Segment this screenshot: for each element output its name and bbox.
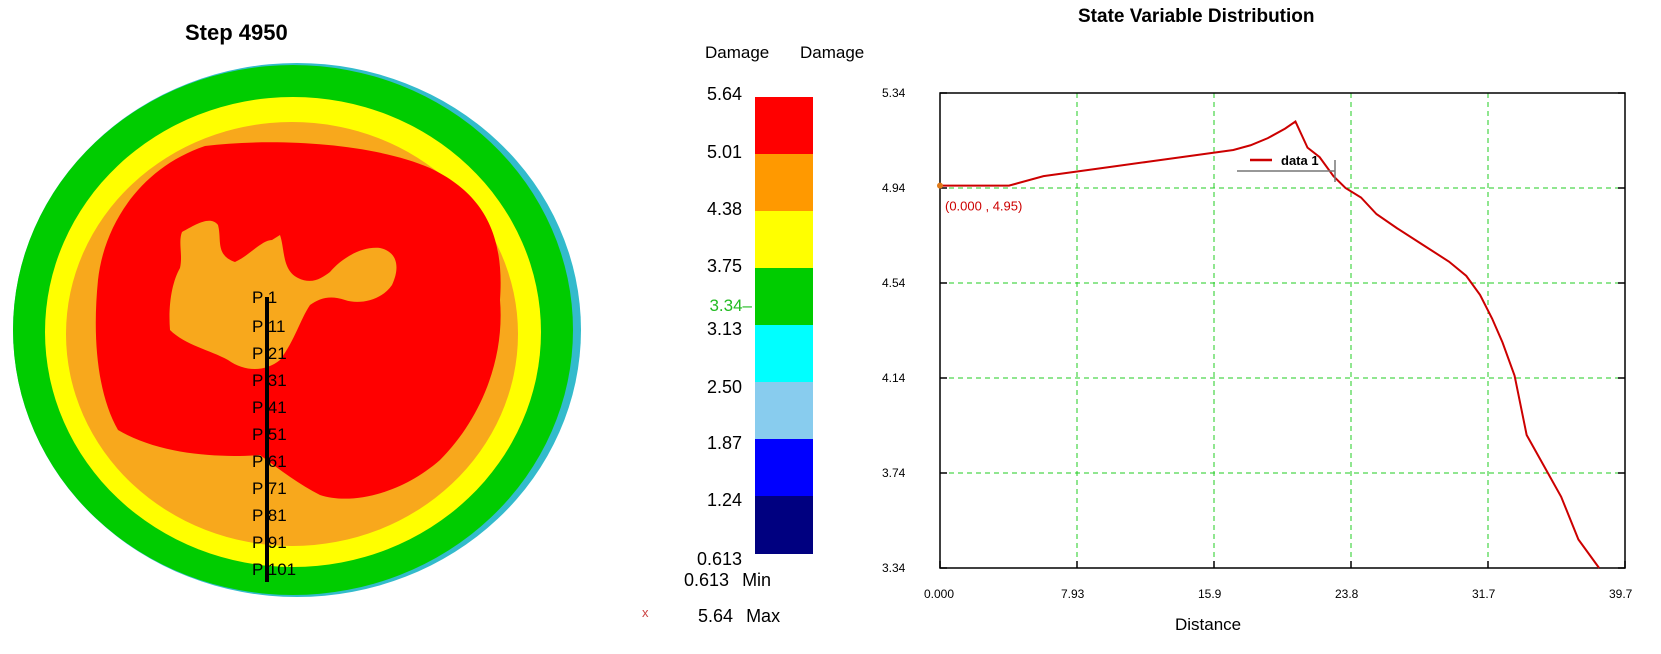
colorbar-band <box>755 325 813 383</box>
step-title: Step 4950 <box>185 20 288 45</box>
legend-label: data 1 <box>1281 153 1319 168</box>
probe-label: P 31 <box>252 371 287 390</box>
contour-island-orange <box>169 220 397 369</box>
x-axis-label: Distance <box>1175 615 1241 634</box>
legend-min-label: Min <box>742 570 772 590</box>
damage-contour-plot: P 1 P 11 P 21 P 31 P 41 P 51 P 61 P 71 P… <box>13 63 581 597</box>
probe-label: P 81 <box>252 506 287 525</box>
legend-max-label: Max <box>746 606 781 626</box>
colorbar-band <box>755 154 813 212</box>
y-tick-label: 5.34 <box>882 86 906 100</box>
legend-tick: 1.24 <box>706 490 742 510</box>
probe-label: P 51 <box>252 425 287 444</box>
legend-tick: 3.75 <box>706 256 742 276</box>
legend-min-value: 0.613 <box>684 570 730 590</box>
colorbar-band <box>755 211 813 269</box>
colorbar-band <box>755 97 813 155</box>
y-tick-label: 4.94 <box>882 181 906 195</box>
chart-legend: data 1 <box>1237 153 1336 182</box>
probe-label: P 41 <box>252 398 287 417</box>
probe-label: P 1 <box>252 288 277 307</box>
legend-tick: 5.64 <box>706 84 742 104</box>
legend-tick: 1.87 <box>706 433 742 453</box>
colorbar-band <box>755 382 813 440</box>
legend-current-value-text: 3.34 <box>709 296 743 315</box>
legend-tick: 5.01 <box>706 142 742 162</box>
legend-tick: 3.13 <box>706 319 742 339</box>
series-line <box>940 120 1600 569</box>
legend-title: Damage <box>705 43 770 62</box>
plot-area-frame <box>939 92 1626 569</box>
y-tick-label: 4.54 <box>882 276 906 290</box>
legend-max-value: 5.64 <box>698 606 734 626</box>
colorbar-band <box>755 439 813 497</box>
legend-tick: 4.38 <box>706 199 742 219</box>
probe-label: P 71 <box>252 479 287 498</box>
y-tick-label: 4.14 <box>882 371 906 385</box>
colorbar-band <box>755 268 813 326</box>
annotation-point <box>937 182 943 189</box>
chart-series: (0.000 , 4.95) <box>937 120 1600 569</box>
chart-ticks: 0.000 7.93 15.9 23.8 31.7 39.7 5.34 4.94 4.54 4.1… <box>882 86 1633 601</box>
y-tick-label: 3.74 <box>882 466 906 480</box>
legend-min-row: 0.613 Min <box>684 570 771 591</box>
legend-tick: 2.50 <box>706 377 742 397</box>
probe-label: P 21 <box>252 344 287 363</box>
legend-current-value: 3.34– <box>709 296 752 315</box>
axis-origin-marker: x <box>642 605 649 620</box>
chart-grid <box>940 93 1625 568</box>
x-tick-label: 23.8 <box>1335 587 1359 601</box>
x-tick-label: 31.7 <box>1472 587 1496 601</box>
x-tick-label: 39.7 <box>1609 587 1633 601</box>
colorbar-band <box>755 496 813 554</box>
probe-label: P 91 <box>252 533 287 552</box>
colorbar <box>755 97 813 554</box>
x-tick-label: 7.93 <box>1061 587 1085 601</box>
probe-label: P 11 <box>252 317 285 336</box>
probe-label: P 61 <box>252 452 287 471</box>
probe-label: P 101 <box>252 560 296 579</box>
legend-tick: 0.613 <box>696 549 742 569</box>
x-tick-label: 0.000 <box>924 587 954 601</box>
legend-max-row: 5.64 Max <box>698 606 780 627</box>
chart-title: State Variable Distribution <box>1078 6 1315 27</box>
annotation-label: (0.000 , 4.95) <box>945 199 1022 214</box>
y-tick-label: 3.34 <box>882 561 906 575</box>
x-tick-label: 15.9 <box>1198 587 1222 601</box>
legend-title-duplicate: Damage <box>800 43 865 62</box>
